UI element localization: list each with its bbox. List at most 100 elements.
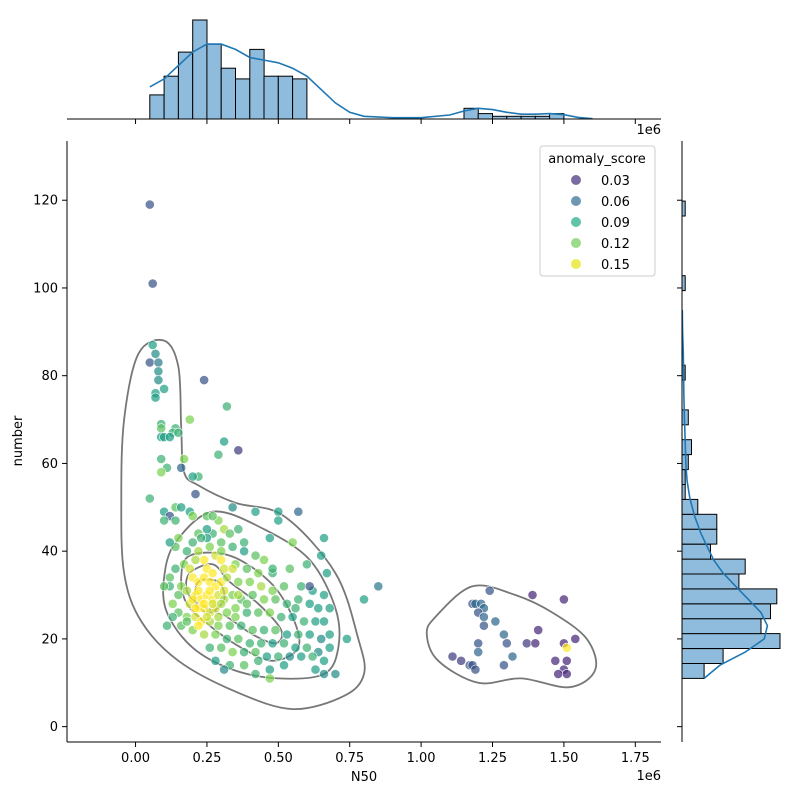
scatter-point (193, 620, 204, 631)
scatter-point (301, 559, 312, 570)
scatter-point (187, 471, 198, 482)
right-histogram-bar (681, 603, 771, 620)
scatter-point (167, 598, 178, 609)
scatter-point (219, 585, 229, 596)
scatter-point (316, 634, 327, 644)
x-tick-label: 0.50 (264, 751, 293, 766)
scatter-point (301, 642, 312, 653)
scatter-point (204, 541, 215, 552)
scatter-point (219, 436, 229, 447)
scatter-point (233, 590, 244, 600)
scatter-point (250, 669, 261, 679)
scatter-point (279, 581, 289, 592)
scatter-point (247, 625, 258, 635)
scatter-point (230, 603, 241, 614)
scatter-point (284, 651, 295, 662)
scatter-point (233, 577, 244, 587)
scatter-point (224, 528, 235, 539)
scatter-point (498, 629, 509, 640)
scatter-point (316, 550, 327, 561)
scatter-point (216, 598, 227, 609)
scatter-point (239, 647, 249, 657)
scatter-point (319, 533, 329, 543)
scatter-point (239, 660, 249, 671)
scatter-point (190, 603, 201, 614)
scatter-point (264, 664, 275, 675)
scatter-point (241, 607, 252, 618)
scatter-point (199, 629, 209, 640)
scatter-point (324, 642, 335, 653)
y-tick-label: 60 (41, 457, 58, 472)
scatter-point (253, 607, 264, 618)
scatter-point (456, 655, 466, 666)
top-histogram-bar (263, 75, 279, 120)
right-histogram-bar (681, 618, 762, 635)
scatter-point (193, 585, 204, 596)
right-histogram-bar (681, 648, 724, 664)
scatter-point (359, 594, 369, 605)
x-tick-label: 1.75 (621, 751, 650, 766)
scatter-point (561, 669, 572, 679)
scatter-point (164, 432, 175, 442)
scatter-point (307, 651, 318, 662)
scatter-point (233, 524, 244, 535)
scatter-point (373, 581, 384, 592)
scatter-point (181, 546, 192, 557)
scatter-point (264, 533, 275, 543)
scatter-point (261, 651, 272, 662)
scatter-point (244, 577, 255, 587)
scatter-point (207, 568, 218, 578)
scatter-points (144, 199, 581, 684)
scatter-point (267, 563, 278, 574)
legend-label: 0.15 (601, 258, 630, 273)
scatter-point (521, 638, 532, 649)
y-axis-ticks: 0 20 40 60 80 100 120 (33, 194, 67, 735)
right-marginal-histogram (681, 200, 781, 680)
scatter-point (227, 563, 238, 574)
scatter-point (273, 651, 284, 662)
legend-label: 0.12 (601, 237, 630, 252)
top-marginal-histogram (149, 19, 593, 120)
scatter-point (290, 603, 301, 614)
scatter-point (144, 199, 155, 210)
scatter-point (193, 546, 204, 557)
scatter-point (176, 462, 187, 473)
scatter-point (144, 493, 155, 504)
scatter-point (319, 616, 329, 627)
legend: anomaly_score 0.03 0.06 0.09 0.12 0.15 (539, 145, 656, 277)
legend-marker (571, 217, 581, 227)
scatter-point (221, 401, 232, 412)
scatter-point (279, 638, 289, 649)
scatter-point (267, 585, 278, 596)
scatter-point (553, 669, 564, 679)
scatter-point (150, 392, 161, 403)
legend-label: 0.06 (601, 195, 630, 210)
scatter-point (241, 563, 252, 574)
top-marginal-ticks (135, 119, 636, 124)
scatter-point (224, 620, 235, 631)
y-tick-label: 20 (41, 632, 58, 647)
scatter-point (213, 612, 224, 622)
top-histogram-bar (163, 75, 179, 120)
scatter-point (259, 594, 269, 605)
scatter-point (256, 581, 267, 592)
scatter-point (250, 506, 261, 517)
scatter-point (296, 651, 307, 662)
scatter-point (162, 620, 172, 631)
scatter-point (227, 502, 238, 513)
scatter-point (533, 625, 544, 635)
scatter-point (250, 550, 261, 561)
scatter-point (204, 585, 215, 596)
scatter-point (150, 348, 161, 359)
x-tick-label: 1.00 (407, 751, 436, 766)
scatter-point (213, 449, 224, 460)
scatter-point (236, 620, 247, 631)
scatter-point (173, 533, 184, 543)
right-histogram-bar (681, 498, 699, 515)
scatter-point (256, 638, 267, 649)
scatter-point (147, 278, 158, 289)
x-axis-title: N50 (351, 770, 377, 785)
legend-marker (571, 196, 581, 206)
scatter-point (190, 555, 201, 565)
